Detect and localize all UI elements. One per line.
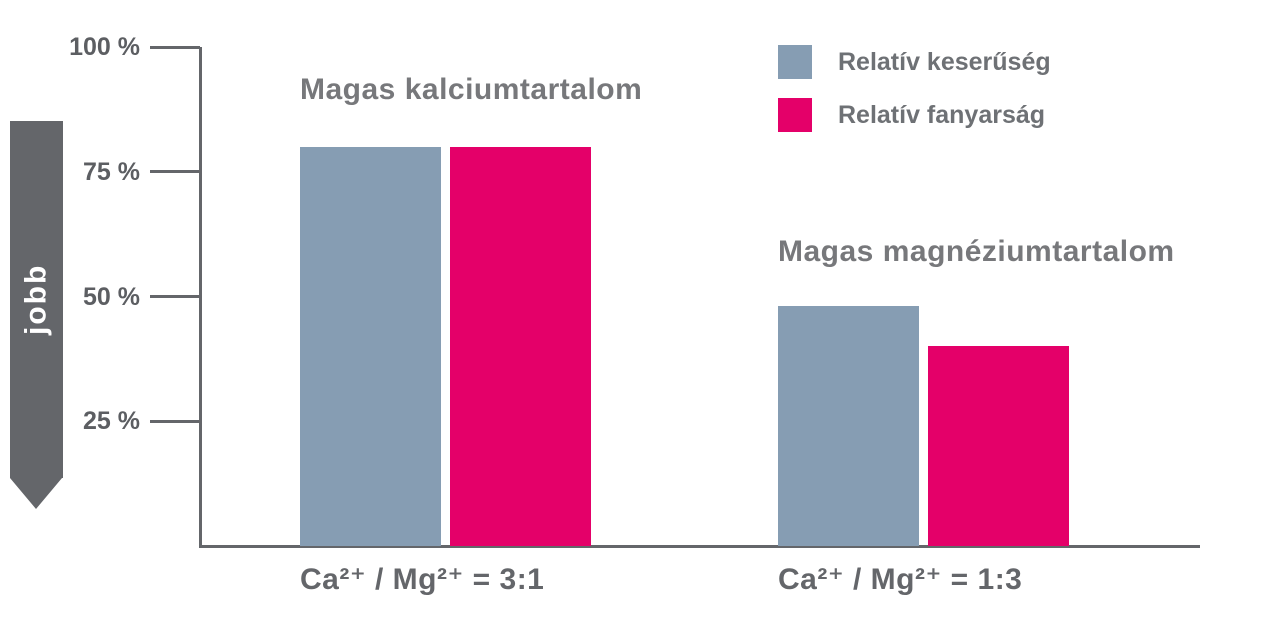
bar-astringency [928,346,1069,546]
y-axis-line [199,47,202,548]
legend-label-astringency: Relatív fanyarság [838,100,1046,129]
arrow-down-icon [10,478,62,509]
bar-bitterness [778,306,919,546]
legend-item-astringency: Relatív fanyarság [778,98,1051,132]
legend-item-bitterness: Relatív keserűség [778,45,1051,79]
category-label: Ca²⁺ / Mg²⁺ = 1:3 [778,563,1023,596]
group-title: Magas kalciumtartalom [300,73,643,106]
y-axis-tick-label: 50 % [83,282,140,311]
y-axis-tick-label: 25 % [83,407,140,436]
bar-astringency [450,146,591,546]
y-axis-tick [150,295,200,298]
x-axis-line [199,545,1200,548]
legend-swatch-bitterness [778,45,812,79]
y-axis-tick [150,170,200,174]
y-axis-tick-label: 75 % [83,157,140,186]
y-axis-tick [150,45,200,49]
category-label: Ca²⁺ / Mg²⁺ = 3:1 [300,563,545,596]
better-direction-arrow [10,121,63,478]
legend: Relatív keserűség Relatív fanyarság [778,45,1051,151]
bar-bitterness [300,146,441,546]
legend-label-bitterness: Relatív keserűség [838,47,1051,76]
y-axis-tick-label: 100 % [69,33,140,61]
group-title: Magas magnéziumtartalom [778,235,1175,268]
y-axis-tick [150,419,200,423]
legend-swatch-astringency [778,98,812,132]
